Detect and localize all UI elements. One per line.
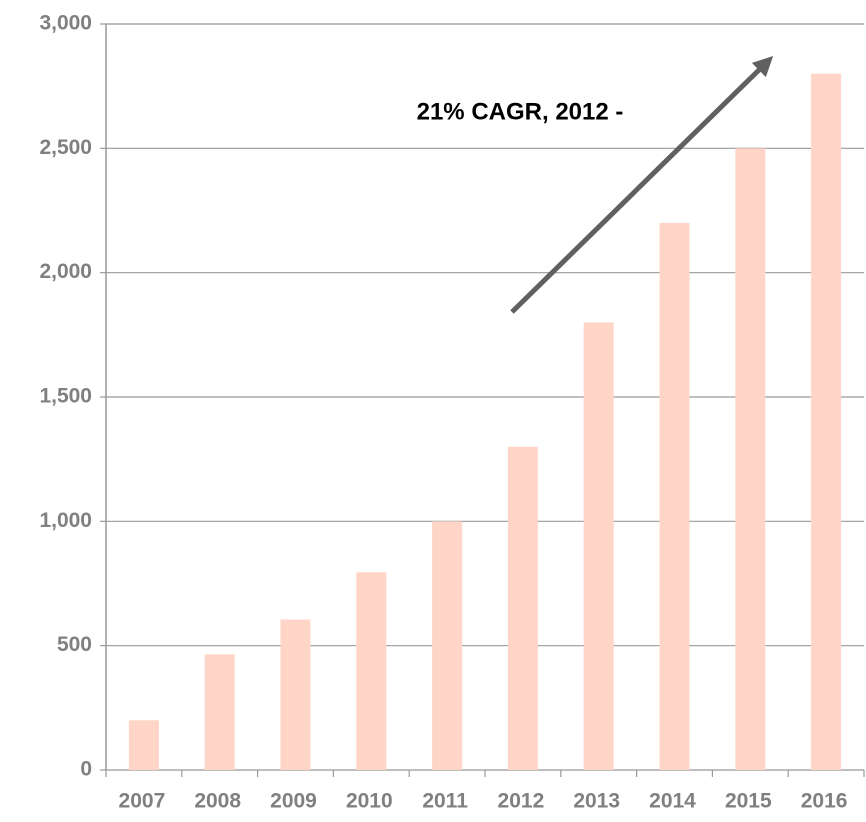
bars xyxy=(128,73,842,771)
grid xyxy=(100,23,865,777)
bar xyxy=(432,521,463,770)
bar xyxy=(128,720,159,770)
bar xyxy=(507,446,538,770)
bar xyxy=(583,322,614,770)
x-tick-label: 2011 xyxy=(422,790,468,813)
y-tick-label: 3,000 xyxy=(39,12,92,35)
trend-arrow xyxy=(510,55,774,314)
y-tick-label: 1,000 xyxy=(39,509,92,532)
y-tick-label: 2,500 xyxy=(39,136,92,159)
x-tick-label: 2012 xyxy=(498,790,545,813)
bar xyxy=(204,654,235,770)
x-tick-label: 2013 xyxy=(573,790,620,813)
x-tick-label: 2014 xyxy=(649,790,696,813)
y-tick-label: 1,500 xyxy=(39,385,92,408)
x-tick-label: 2015 xyxy=(725,790,772,813)
bar xyxy=(735,148,766,771)
x-tick-label: 2009 xyxy=(270,790,317,813)
bar xyxy=(659,222,690,770)
x-tick-label: 2007 xyxy=(119,790,166,813)
x-tick-label: 2016 xyxy=(801,790,848,813)
x-tick-label: 2010 xyxy=(346,790,393,813)
y-tick-label: 2,000 xyxy=(39,260,92,283)
y-tick-label: 500 xyxy=(57,633,92,656)
x-tick-label: 2008 xyxy=(194,790,241,813)
y-tick-label: 0 xyxy=(80,758,92,781)
annotation: 21% CAGR, 2012 - xyxy=(417,98,624,125)
bar xyxy=(811,73,842,770)
bar xyxy=(280,619,311,770)
bar xyxy=(356,572,387,770)
